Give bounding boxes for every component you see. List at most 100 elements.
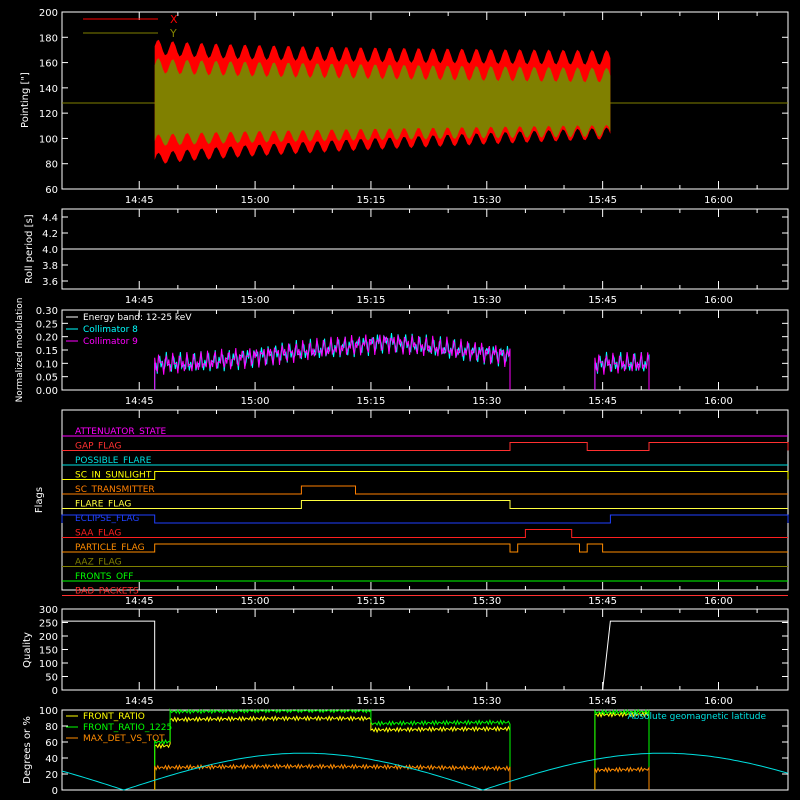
front-ratio-1225-line xyxy=(154,708,650,790)
y-tick-label: 150 xyxy=(39,646,58,657)
x-tick-label: 14:45 xyxy=(125,195,154,206)
x-tick-label: 15:15 xyxy=(357,396,386,407)
x-tick-label: 15:45 xyxy=(588,596,617,607)
x-tick-label: 16:00 xyxy=(704,195,733,206)
flag-eclipse-flag-line xyxy=(61,514,789,524)
y-tick-label: 300 xyxy=(39,605,58,616)
x-tick-label: 15:30 xyxy=(472,396,501,407)
y-tick-label: 40 xyxy=(45,754,58,765)
y-tick-label: 3.6 xyxy=(42,277,58,288)
flag-possible-flare-label: POSSIBLE_FLARE xyxy=(75,456,152,466)
pointing-series xyxy=(62,39,788,164)
pointing-legend: X Y xyxy=(83,13,178,40)
flag-sc-transmitter-label: SC_TRANSMITTER xyxy=(75,485,155,495)
y-tick-label: 0 xyxy=(52,686,58,697)
x-tick-label: 15:15 xyxy=(357,195,386,206)
front-ratio-1225-legend-label: FRONT_RATIO_1225 xyxy=(83,723,172,733)
flag-fronts-off-label: FRONTS_OFF xyxy=(75,572,133,582)
x-tick-label: 15:30 xyxy=(472,696,501,707)
x-tick-label: 15:45 xyxy=(588,195,617,206)
y-tick-label: 120 xyxy=(39,109,58,120)
roll-panel: Roll period [s] 3.6 3.8 4.0 4.2 4.4 14:45 15:… xyxy=(24,208,789,306)
pointing-ylabel: Pointing ["] xyxy=(20,72,31,128)
y-tick-label: 0.20 xyxy=(36,333,58,344)
x-tick-label: 16:00 xyxy=(704,295,733,306)
x-tick-label: 14:45 xyxy=(125,396,154,407)
flag-bad-packets-label: BAD_PACKETS xyxy=(75,587,139,597)
modulation-annotation: Energy band: 12-25 keV xyxy=(83,313,192,323)
x-tick-label: 15:00 xyxy=(241,696,270,707)
x-tick-label: 15:00 xyxy=(241,195,270,206)
y-tick-label: 60 xyxy=(45,185,58,196)
y-tick-label: 4.0 xyxy=(42,245,58,256)
x-tick-label: 15:30 xyxy=(472,295,501,306)
x-tick-label: 16:00 xyxy=(704,396,733,407)
ratio-y-ticks: 0 20 40 60 80 100 xyxy=(39,706,788,797)
x-tick-label: 15:00 xyxy=(241,295,270,306)
front-ratio-legend-label: FRONT_RATIO xyxy=(83,712,145,722)
y-tick-label: 50 xyxy=(45,673,58,684)
ratio-series xyxy=(61,708,789,791)
modulation-panel: Normalized modulation 0.00 0.05 0.10 0.15 0.… xyxy=(15,298,789,407)
flags-x-ticks: 14:45 15:00 15:15 15:30 15:45 16:00 xyxy=(125,410,758,607)
y-tick-label: 0.15 xyxy=(36,346,58,357)
y-tick-label: 0.05 xyxy=(36,373,58,384)
roll-ylabel: Roll period [s] xyxy=(24,214,35,283)
flag-gap-flag-line xyxy=(62,442,789,451)
flag-gap-flag-label: GAP_FLAG xyxy=(75,442,121,452)
quality-line xyxy=(62,620,788,691)
roll-x-ticks: 14:45 15:00 15:15 15:30 15:45 16:00 xyxy=(125,209,758,306)
quality-x-ticks: 14:45 15:00 15:15 15:30 15:45 16:00 xyxy=(125,609,758,707)
flag-attenuator-state-label: ATTENUATOR_STATE xyxy=(75,427,167,437)
y-tick-label: 80 xyxy=(45,722,58,733)
pointing-plot-area xyxy=(61,11,789,190)
y-tick-label: 0 xyxy=(52,786,58,797)
x-tick-label: 15:00 xyxy=(241,396,270,407)
x-tick-label: 15:45 xyxy=(588,696,617,707)
quality-ylabel: Quality xyxy=(22,632,33,668)
ratio-plot-area xyxy=(61,709,789,791)
x-tick-label: 15:45 xyxy=(588,396,617,407)
y-tick-label: 100 xyxy=(39,706,58,717)
modulation-ylabel: Normalized modulation xyxy=(15,298,25,403)
max-det-vs-tot-line xyxy=(154,763,650,790)
collimator-9-legend-label: Collimator 9 xyxy=(83,337,138,347)
x-tick-label: 15:30 xyxy=(472,596,501,607)
flag-sc-transmitter-line xyxy=(62,485,788,495)
x-tick-label: 15:15 xyxy=(357,596,386,607)
ratio-ylabel: Degrees or % xyxy=(22,716,33,784)
y-tick-label: 200 xyxy=(39,632,58,643)
flags-panel: Flags 14:45 15:00 15:15 15:30 15:45 16:00 ATT… xyxy=(34,409,789,607)
pointing-x-ticks: 14:45 15:00 15:15 15:30 15:45 16:00 xyxy=(125,12,758,206)
legend-y-label: Y xyxy=(169,27,177,40)
y-tick-label: 160 xyxy=(39,59,58,70)
geomag-latitude-legend-label: Absolute geomagnetic latitude xyxy=(627,712,766,722)
flags-series: ATTENUATOR_STATE GAP_FLAG POSSIBLE_FLARE SC… xyxy=(61,427,789,597)
flag-particle-flag-label: PARTICLE_FLAG xyxy=(75,543,145,553)
ratio-legend: FRONT_RATIO FRONT_RATIO_1225 MAX_DET_VS_… xyxy=(66,712,766,744)
y-tick-label: 0.00 xyxy=(36,386,58,397)
x-tick-label: 14:45 xyxy=(125,596,154,607)
y-tick-label: 100 xyxy=(39,659,58,670)
flag-aaz-flag-label: AAZ_FLAG xyxy=(75,558,122,568)
y-tick-label: 180 xyxy=(39,33,58,44)
y-tick-label: 0.30 xyxy=(36,306,58,317)
quality-panel: Quality 0 50 100 150 200 250 300 14:45 15:00 15:… xyxy=(22,605,789,707)
flag-sc-in-sunlight-label: SC_IN_SUNLIGHT xyxy=(75,471,152,481)
y-tick-label: 3.8 xyxy=(42,261,58,272)
max-det-legend-label: MAX_DET_VS_TOT xyxy=(83,734,165,744)
flags-ylabel: Flags xyxy=(34,487,45,513)
y-tick-label: 140 xyxy=(39,84,58,95)
modulation-series xyxy=(154,332,650,390)
quality-y-ticks: 0 50 100 150 200 250 300 xyxy=(39,605,788,697)
flag-flare-flag-line xyxy=(62,500,788,509)
flag-flare-flag-label: FLARE_FLAG xyxy=(75,500,131,510)
flag-eclipse-flag-label: ECLIPSE_FLAG xyxy=(75,514,139,524)
x-tick-label: 15:15 xyxy=(357,295,386,306)
x-tick-label: 15:45 xyxy=(588,295,617,306)
flags-plot-area xyxy=(61,409,789,591)
y-tick-label: 0.10 xyxy=(36,359,58,370)
pointing-panel: Pointing ["] 60 80 100 120 140 160 180 200 14:4… xyxy=(20,8,789,206)
x-tick-label: 14:45 xyxy=(125,696,154,707)
